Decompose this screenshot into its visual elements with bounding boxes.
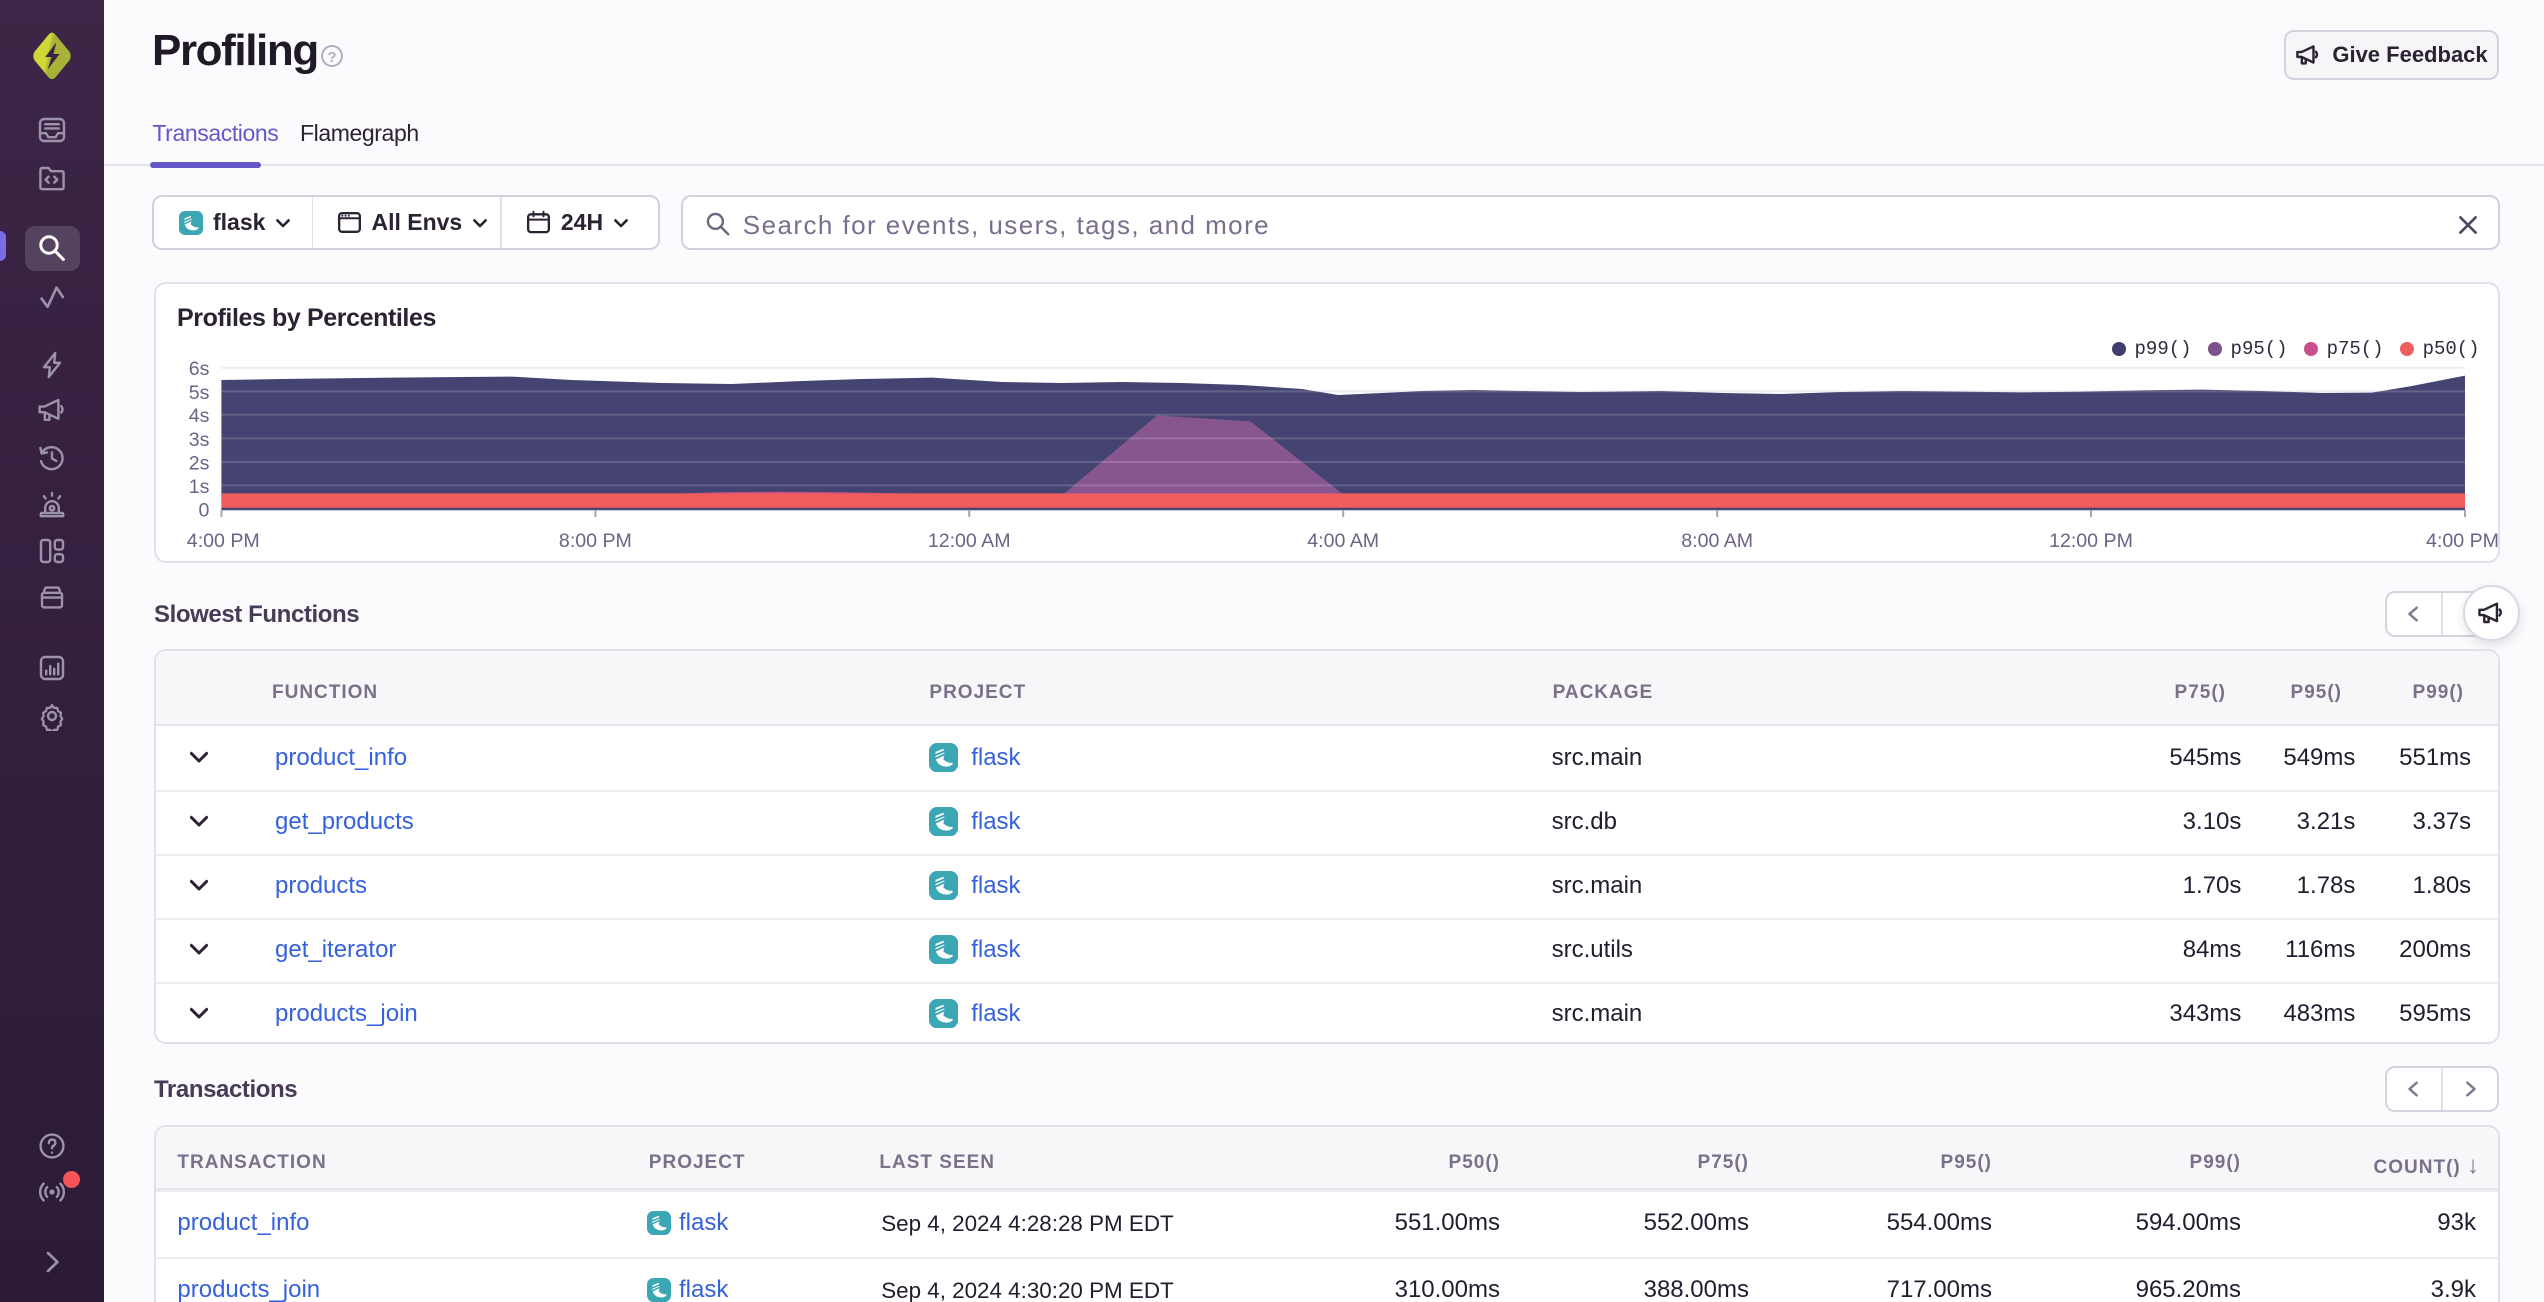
svg-text:8:00 AM: 8:00 AM bbox=[1681, 530, 1753, 552]
svg-text:4:00 PM: 4:00 PM bbox=[187, 530, 260, 552]
svg-text:4:00 AM: 4:00 AM bbox=[1307, 530, 1379, 552]
svg-text:4:00 PM: 4:00 PM bbox=[2426, 530, 2499, 552]
svg-text:2s: 2s bbox=[189, 452, 210, 474]
svg-text:12:00 PM: 12:00 PM bbox=[2049, 530, 2133, 552]
svg-text:8:00 PM: 8:00 PM bbox=[559, 530, 632, 552]
svg-text:1s: 1s bbox=[189, 476, 210, 498]
svg-text:5s: 5s bbox=[189, 382, 210, 404]
svg-text:4s: 4s bbox=[189, 405, 210, 427]
svg-text:3s: 3s bbox=[189, 429, 210, 451]
svg-text:6s: 6s bbox=[189, 358, 210, 380]
svg-text:12:00 AM: 12:00 AM bbox=[928, 530, 1011, 552]
svg-text:0: 0 bbox=[199, 499, 210, 521]
